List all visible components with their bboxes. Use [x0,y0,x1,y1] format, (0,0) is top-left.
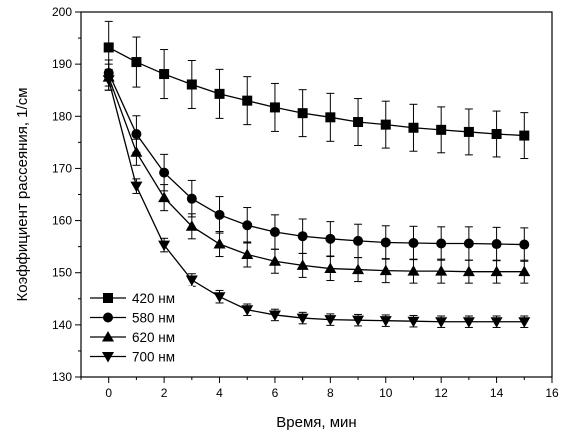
data-point [269,102,280,113]
data-point [353,117,364,128]
series-1 [103,59,530,262]
data-point [242,220,253,231]
data-point [491,129,502,140]
y-tick-label: 150 [52,266,72,280]
data-point [408,237,419,248]
x-tick-label: 4 [216,386,223,400]
y-tick-label: 190 [52,57,72,71]
data-point [241,305,254,316]
data-point [131,129,142,140]
data-point [519,130,530,141]
legend-marker [103,312,113,323]
data-point [241,248,254,259]
data-point [436,124,447,135]
data-point [214,88,225,99]
data-point [518,317,531,328]
x-tick-label: 12 [434,386,448,400]
data-point [380,119,391,130]
data-point [130,181,143,193]
data-point [102,75,115,86]
series-line [108,79,525,323]
legend-label: 580 нм [132,311,175,326]
data-point [380,237,391,248]
data-point [352,263,365,275]
legend-marker [102,352,114,363]
legend-label: 420 нм [132,291,175,306]
legend-marker [102,331,114,342]
data-point [159,69,170,80]
data-point [297,231,308,242]
data-point [463,238,474,249]
data-point [213,292,226,303]
x-tick-label: 8 [327,386,334,400]
legend-label: 620 нм [132,330,175,345]
data-point [462,317,475,328]
series-2 [102,63,531,284]
y-tick-label: 200 [52,5,72,19]
data-point [185,220,198,231]
data-point [325,112,336,123]
data-point [435,265,448,276]
data-point [214,209,225,220]
series-0 [103,20,530,160]
data-point [268,310,281,321]
data-point [518,265,531,277]
data-point [379,316,392,327]
data-point [130,146,143,157]
x-tick-label: 6 [272,386,279,400]
series-line [108,46,525,137]
x-tick-label: 2 [161,386,168,400]
x-tick-label: 0 [105,386,112,400]
series-3 [102,68,531,328]
data-point [158,240,171,252]
data-point [491,239,502,250]
x-tick-label: 16 [545,386,559,400]
data-point [325,233,336,244]
data-point [269,227,280,238]
data-point [352,315,365,327]
data-point [462,265,475,277]
y-tick-label: 170 [52,161,72,175]
y-tick-label: 180 [52,109,72,123]
data-point [185,275,198,287]
data-point [436,238,447,249]
x-axis-label: Время, мин [276,414,356,431]
data-point [519,239,530,250]
series-line [108,76,525,273]
y-tick-label: 140 [52,318,72,332]
data-point [186,79,197,90]
data-point [435,317,448,328]
legend-marker [103,293,113,303]
data-point [353,235,364,246]
data-point [379,264,392,276]
series-line [108,72,525,246]
data-point [490,265,503,277]
data-point [463,126,474,137]
data-point [242,95,253,106]
y-tick-label: 160 [52,214,72,228]
data-point [131,57,142,68]
y-axis-label: Коэффициент рассеяния, 1/см [14,87,31,301]
data-point [324,315,337,326]
y-tick-label: 130 [52,370,72,384]
legend-label: 700 нм [132,350,175,365]
x-tick-label: 10 [379,386,393,400]
data-point [268,255,281,266]
data-point [490,317,503,328]
data-point [297,108,308,119]
data-point [103,42,114,53]
data-point [407,316,420,328]
data-point [186,193,197,204]
data-point [408,122,419,133]
data-point [407,265,420,276]
data-point [213,238,226,249]
data-point [158,191,171,203]
x-tick-label: 14 [490,386,504,400]
data-point [296,313,309,325]
data-point [296,259,309,270]
data-point [159,167,170,178]
data-point [324,262,337,274]
